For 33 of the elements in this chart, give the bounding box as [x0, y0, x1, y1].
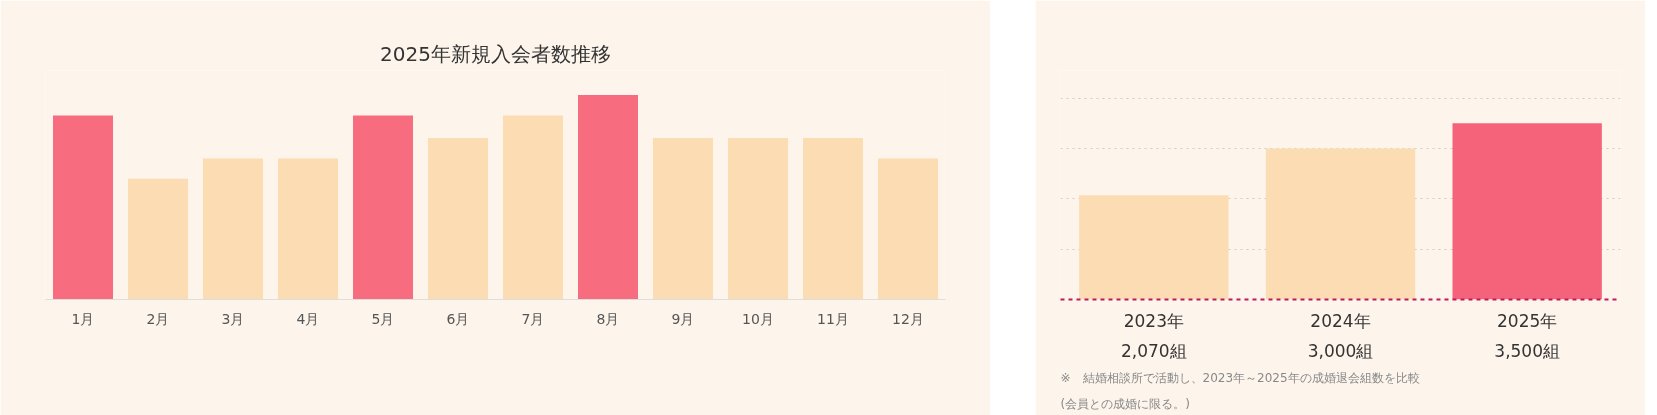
- text: (会員との成婚に限る。): [1060, 396, 1190, 411]
- x-tick-label: 9月: [671, 310, 695, 327]
- bar: [53, 115, 113, 300]
- x-tick-label: 4月: [296, 310, 320, 327]
- x-tick-label: 7月: [521, 310, 545, 327]
- x-tick-label: 11月: [817, 310, 849, 327]
- x-tick-label: 1月: [71, 310, 95, 327]
- x-tick-label: 5月: [371, 310, 395, 327]
- bar: [653, 137, 713, 300]
- x-tick-label: 2023年: [1123, 310, 1184, 331]
- bar: [503, 115, 563, 300]
- bar: [728, 137, 788, 300]
- bar: [278, 158, 338, 300]
- data-label: 3,500組: [1494, 340, 1560, 361]
- x-tick-label: 2024年: [1310, 310, 1371, 331]
- text: ※ 結婚相談所で活動し、2023年～2025年の成婚退会組数を比較: [1060, 370, 1420, 385]
- x-tick-label: 3月: [221, 310, 245, 327]
- bar: [128, 178, 188, 300]
- chart-title: 2025年新規入会者数推移: [380, 41, 611, 66]
- bar: [878, 158, 938, 300]
- data-label: 2,070組: [1121, 340, 1187, 361]
- x-tick-label: 8月: [596, 310, 620, 327]
- x-tick-label: 2月: [146, 310, 170, 327]
- bar: [578, 95, 638, 300]
- bar: [428, 137, 488, 300]
- data-label: 3,000組: [1307, 340, 1374, 361]
- x-tick-label: 12月: [892, 310, 924, 327]
- bar: [803, 137, 863, 300]
- x-tick-label: 6月: [446, 310, 470, 327]
- bar: [353, 115, 413, 300]
- bar: [203, 158, 263, 300]
- x-tick-label: 2025年: [1497, 310, 1558, 331]
- x-tick-label: 10月: [742, 310, 774, 327]
